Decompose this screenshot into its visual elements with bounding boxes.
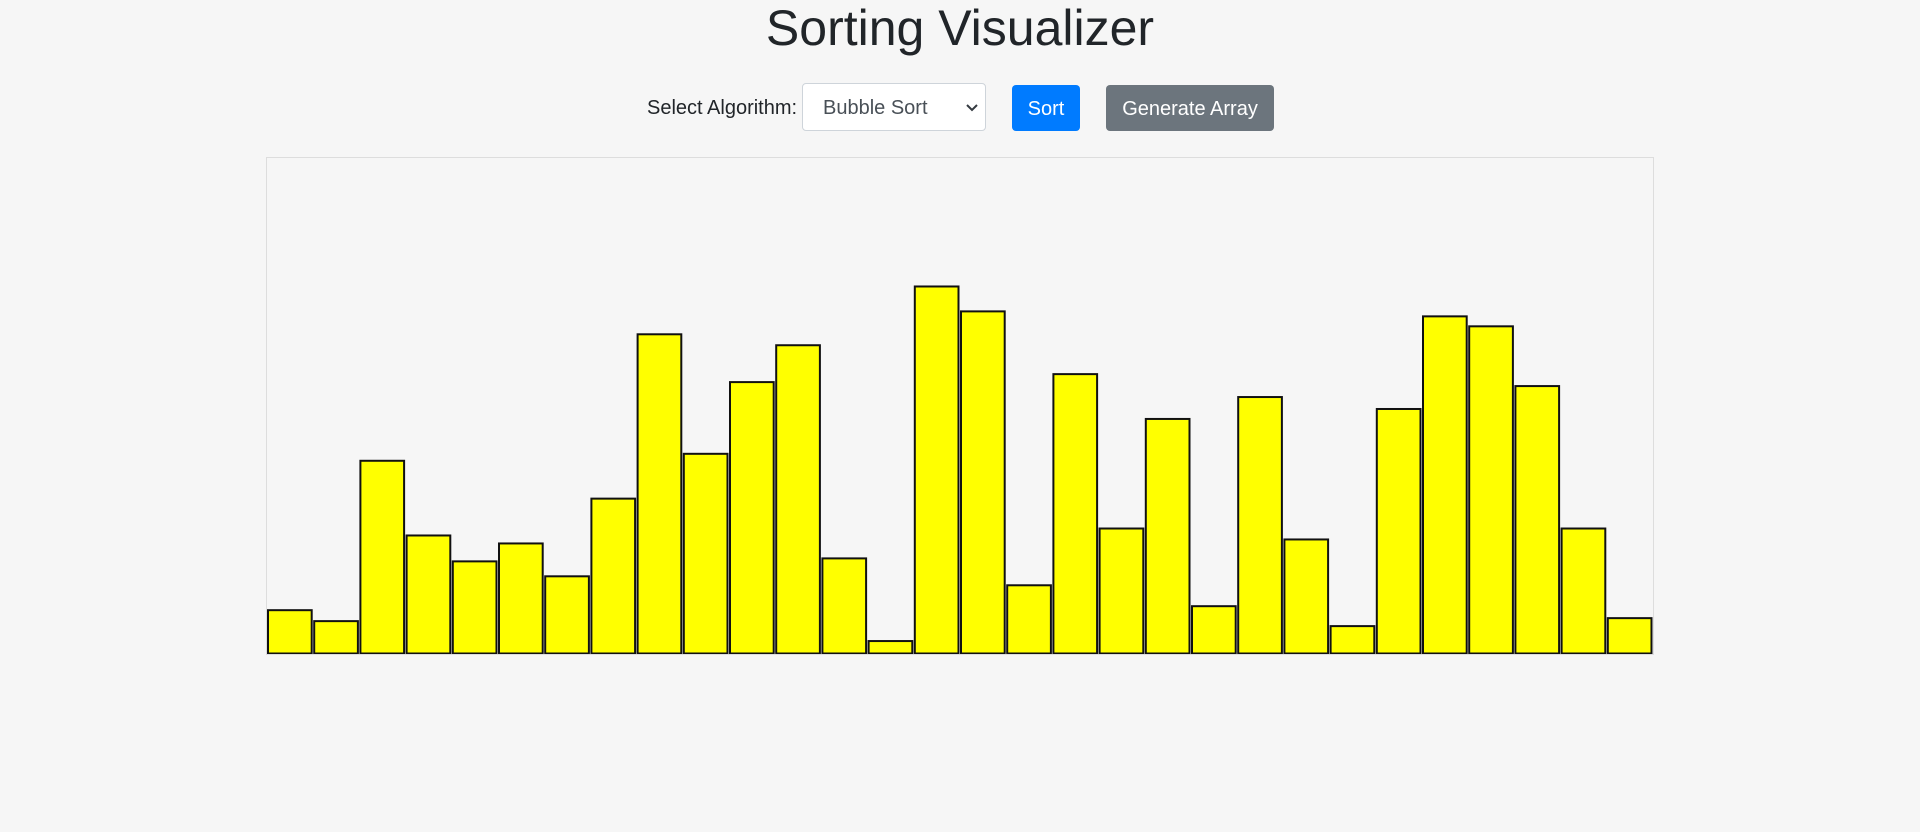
algorithm-label: Select Algorithm: bbox=[647, 97, 798, 119]
bar-21 bbox=[1191, 605, 1237, 654]
bar-3 bbox=[359, 459, 406, 654]
bar-chart bbox=[267, 285, 1653, 654]
bar-14 bbox=[867, 640, 914, 654]
bar-26 bbox=[1422, 315, 1468, 654]
bar-12 bbox=[775, 344, 821, 654]
bar-9 bbox=[636, 333, 683, 654]
algorithm-select-value: Bubble Sort bbox=[823, 97, 928, 119]
controls-bar: Select Algorithm: Bubble Sort Sort Gener… bbox=[0, 83, 1920, 132]
bar-6 bbox=[498, 542, 544, 654]
bar-28 bbox=[1514, 385, 1561, 654]
bar-1 bbox=[267, 609, 313, 654]
bar-7 bbox=[544, 575, 590, 654]
bar-22 bbox=[1237, 396, 1283, 654]
bar-19 bbox=[1098, 527, 1145, 654]
page-title: Sorting Visualizer bbox=[765, 0, 1155, 56]
bar-20 bbox=[1144, 417, 1191, 654]
bar-chart-area bbox=[266, 157, 1654, 655]
bar-2 bbox=[313, 620, 359, 654]
bar-5 bbox=[451, 560, 498, 654]
algorithm-select[interactable]: Bubble Sort bbox=[802, 83, 986, 131]
bar-18 bbox=[1052, 373, 1099, 654]
bar-10 bbox=[682, 452, 729, 654]
bar-30 bbox=[1606, 617, 1653, 654]
bar-29 bbox=[1560, 527, 1607, 654]
bar-8 bbox=[590, 497, 637, 654]
bar-27 bbox=[1468, 325, 1514, 654]
bar-4 bbox=[405, 534, 452, 654]
bar-25 bbox=[1375, 407, 1422, 654]
bar-15 bbox=[913, 285, 960, 654]
bar-13 bbox=[821, 557, 868, 654]
sort-button[interactable]: Sort bbox=[1012, 85, 1080, 131]
bar-17 bbox=[1006, 584, 1052, 654]
chevron-down-icon bbox=[966, 104, 978, 112]
bar-16 bbox=[960, 310, 1006, 654]
bar-23 bbox=[1283, 538, 1330, 654]
bar-11 bbox=[729, 381, 775, 654]
generate-array-button[interactable]: Generate Array bbox=[1106, 85, 1274, 131]
bar-24 bbox=[1329, 625, 1376, 654]
